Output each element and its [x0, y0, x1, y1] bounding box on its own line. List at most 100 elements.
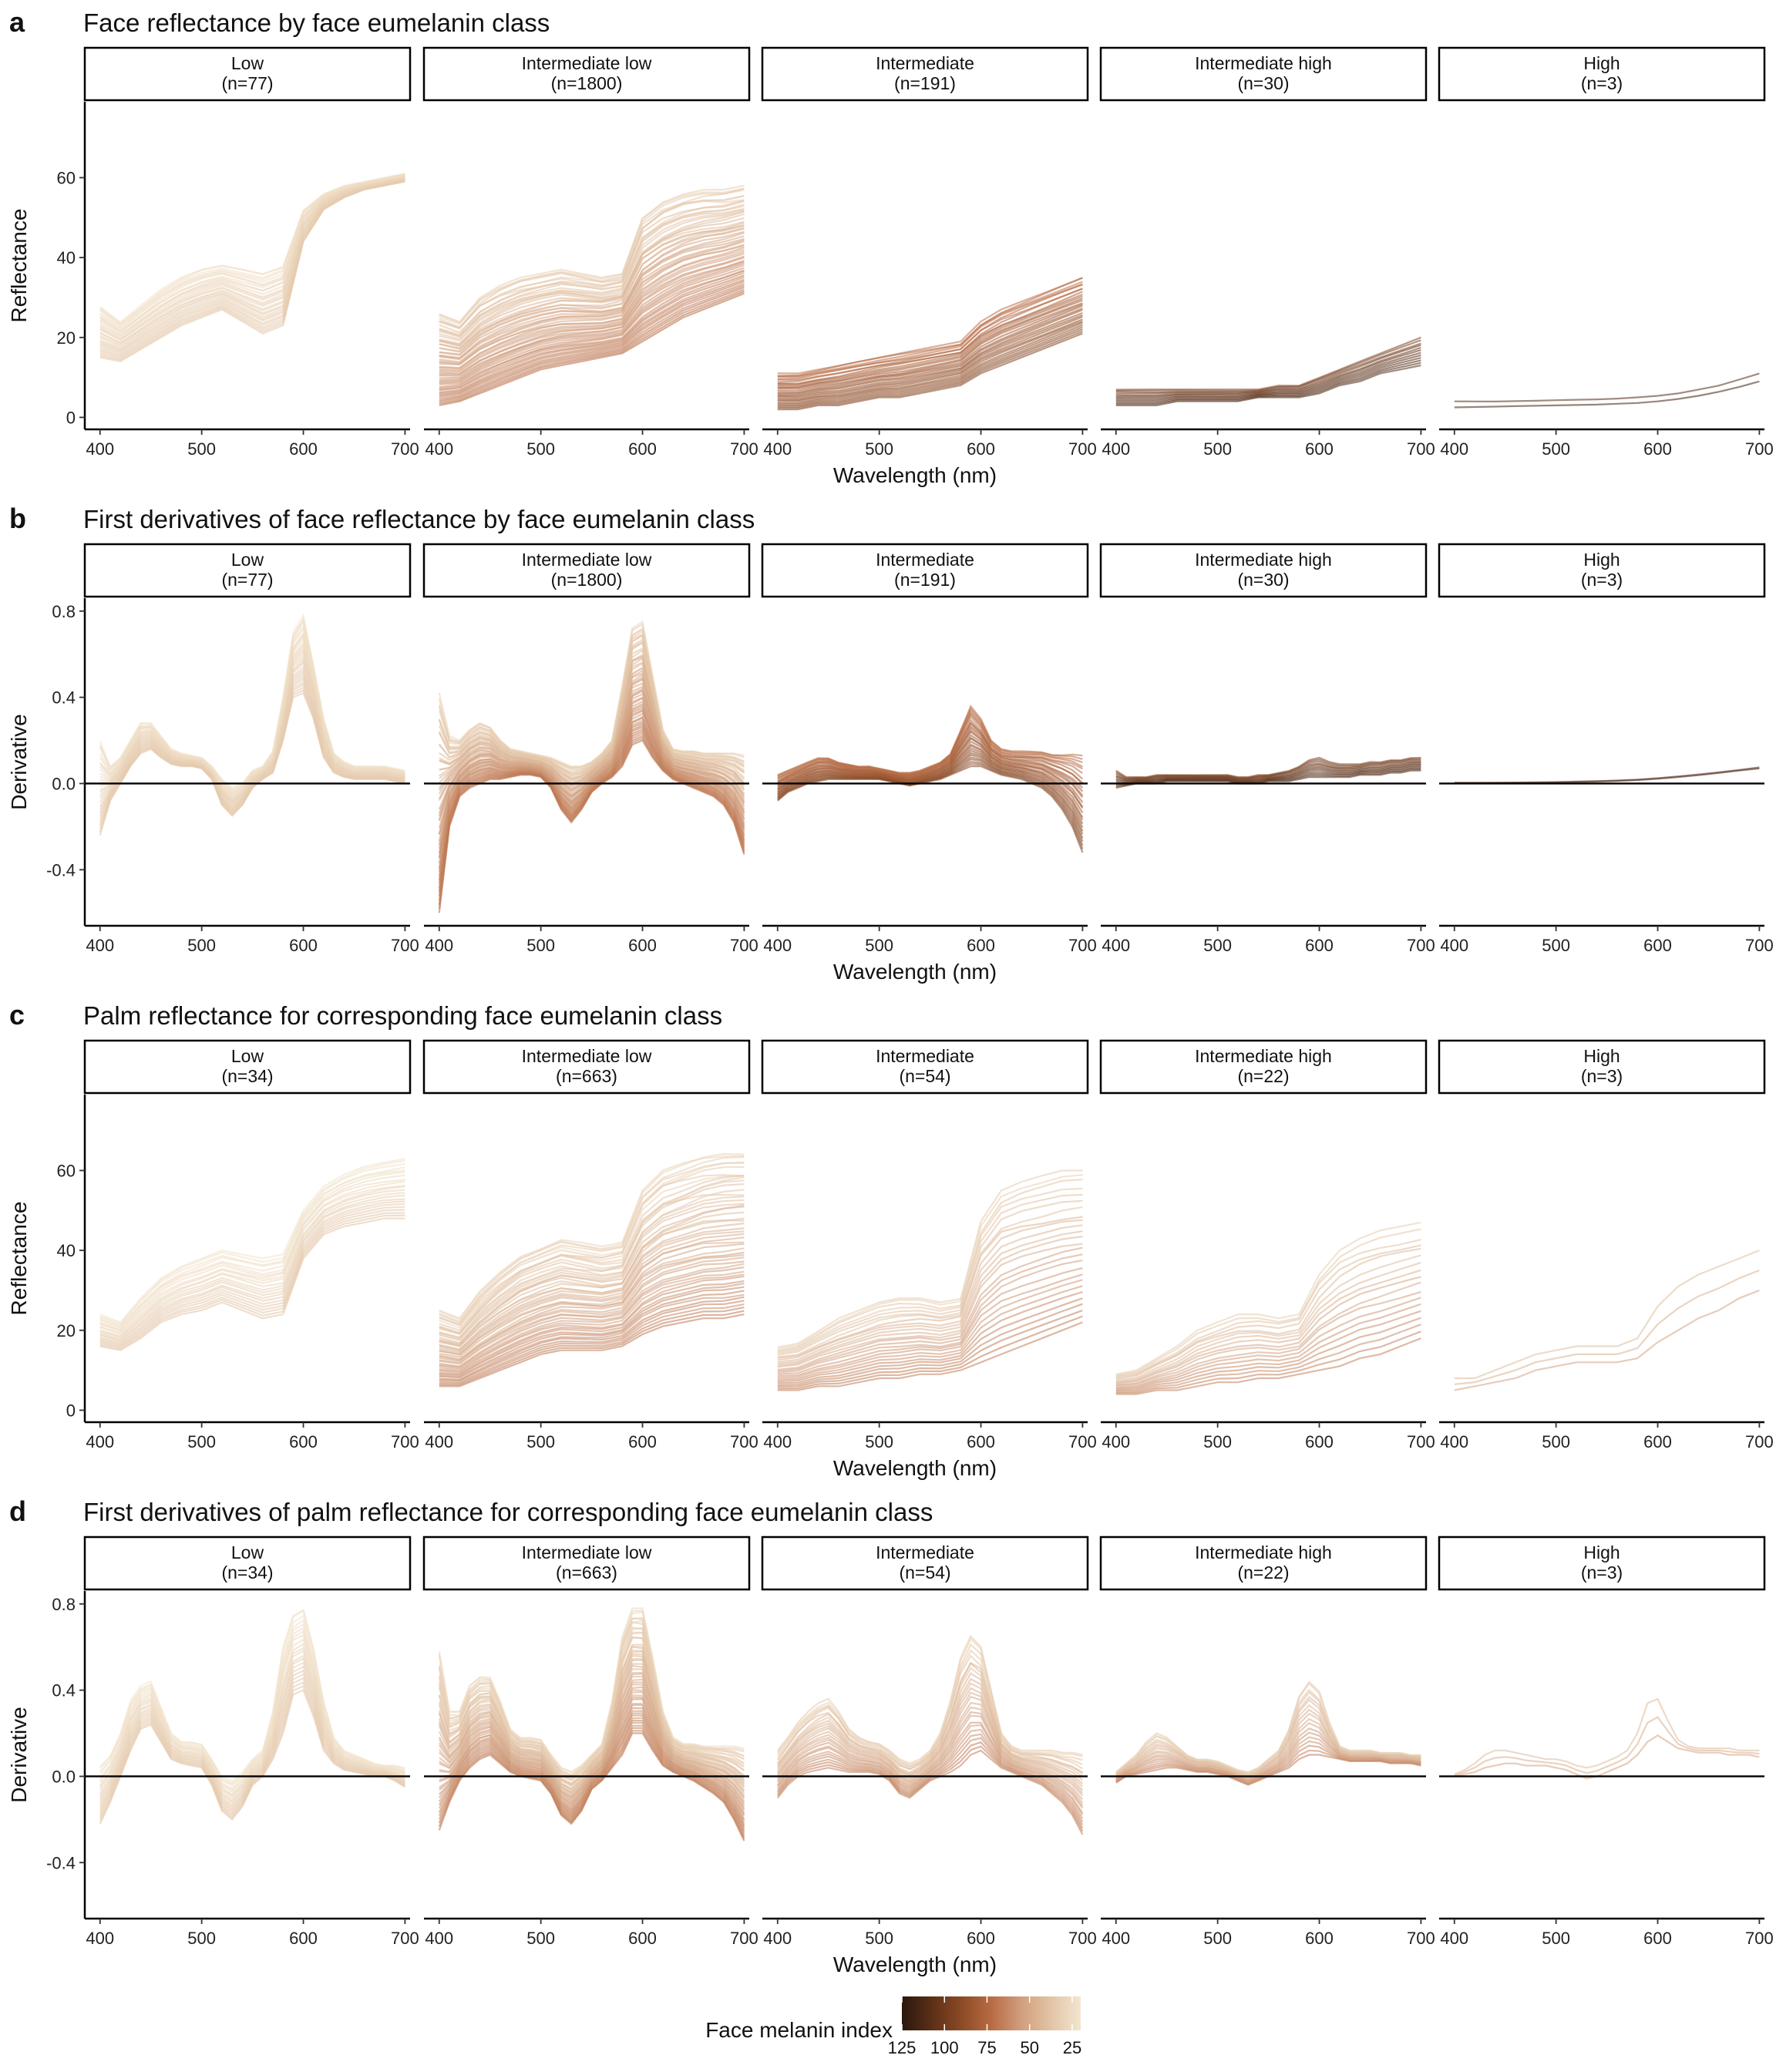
curve-group	[1454, 1250, 1760, 1391]
spectrum-line	[776, 1691, 1084, 1794]
facet-intermediate: Intermediate(n=191) 400 500 600 700	[761, 543, 1097, 955]
spectrum-line	[439, 274, 745, 392]
facet-count: (n=34)	[221, 1562, 273, 1583]
spectrum-line	[438, 627, 745, 771]
x-tick-label: 700	[391, 1929, 419, 1948]
spectrum-line	[439, 272, 745, 390]
curve-group	[1454, 372, 1760, 409]
facet-high: High(n=3) 400 500 600 700	[1438, 1536, 1774, 1948]
spectrum-line	[777, 303, 1083, 392]
facet-strip	[83, 1039, 412, 1095]
spectrum-line	[439, 184, 745, 324]
spectrum-line	[1115, 1324, 1421, 1393]
facet-low: Low(n=34) 400 500 600 700	[83, 1536, 419, 1948]
x-axis-title: Wavelength (nm)	[833, 1456, 997, 1480]
spectrum-line	[439, 267, 745, 384]
spectrum-line	[776, 1672, 1084, 1781]
spectrum-line	[439, 213, 745, 346]
spectrum-line	[1454, 372, 1760, 403]
facet-intermediate-low: Intermediate low(n=663) 400 500 600 700	[422, 1536, 758, 1948]
spectrum-line	[439, 261, 745, 379]
facet-label: Intermediate high	[1195, 550, 1332, 570]
facet-strip	[1438, 1536, 1766, 1591]
x-tick-label: 700	[730, 936, 758, 955]
legend-tick-label: 75	[977, 2038, 996, 2057]
facet-count: (n=663)	[556, 1066, 617, 1086]
curve-group	[1115, 756, 1421, 789]
spectrum-line	[777, 1290, 1083, 1383]
facet-label: High	[1583, 1542, 1620, 1562]
curve-group	[1115, 1221, 1421, 1395]
x-tick-label: 600	[628, 1432, 657, 1451]
spectrum-line	[99, 1162, 405, 1326]
facet-intermediate: Intermediate(n=191) 400 500 600 700	[761, 46, 1097, 459]
spectrum-line	[1115, 1297, 1421, 1388]
spectrum-line	[777, 314, 1083, 399]
x-tick-label: 500	[1203, 1929, 1232, 1948]
spectrum-line	[777, 328, 1083, 408]
facet-intermediate-high: Intermediate high(n=30) 400 500 600 700	[1099, 543, 1435, 955]
facet-label: High	[1583, 53, 1620, 73]
y-tick-label: -0.4	[46, 1853, 76, 1872]
spectrum-line	[1115, 1228, 1421, 1377]
spectrum-line	[439, 1283, 745, 1375]
spectrum-line	[777, 298, 1083, 388]
spectrum-line	[439, 1204, 745, 1344]
spectrum-line	[439, 284, 745, 400]
spectrum-line	[777, 1230, 1083, 1365]
x-tick-label: 500	[865, 1929, 893, 1948]
spectrum-line	[99, 691, 405, 836]
spectrum-line	[1454, 380, 1760, 409]
x-axis-title: Wavelength (nm)	[833, 960, 997, 984]
facet-count: (n=663)	[556, 1562, 617, 1583]
facet-count: (n=77)	[221, 570, 273, 590]
spectrum-line	[439, 240, 745, 365]
x-tick-label: 600	[289, 1432, 318, 1451]
spectrum-line	[99, 1217, 405, 1351]
spectrum-line	[777, 318, 1083, 402]
spectrum-line	[438, 641, 745, 780]
spectrum-line	[439, 1300, 745, 1382]
x-tick-label: 700	[730, 1432, 758, 1451]
spectrum-line	[777, 1169, 1083, 1348]
x-tick-label: 700	[1407, 439, 1435, 459]
facet-label: Low	[231, 1542, 264, 1562]
x-tick-label: 400	[763, 936, 792, 955]
spectrum-line	[99, 686, 405, 829]
spectrum-line	[99, 1214, 405, 1350]
facet-intermediate-low: Intermediate low(n=1800) 400 500 600 700	[422, 543, 758, 955]
spectrum-line	[776, 1637, 1083, 1767]
facet-label: Intermediate high	[1195, 1046, 1332, 1066]
panel-letter: c	[9, 999, 25, 1031]
spectrum-line	[99, 1209, 405, 1347]
spectrum-line	[99, 617, 405, 789]
spectrum-line	[1115, 344, 1421, 395]
spectrum-line	[1115, 336, 1421, 391]
panel-b: b First derivatives of face reflectance b…	[7, 503, 1774, 984]
facet-strip	[761, 1536, 1089, 1591]
spectrum-line	[1115, 1276, 1421, 1385]
spectrum-line	[99, 1159, 405, 1325]
x-tick-label: 600	[1643, 439, 1672, 459]
curve-group	[777, 1169, 1083, 1391]
facet-label: Intermediate	[876, 1046, 974, 1066]
spectrum-line	[439, 1266, 745, 1368]
spectrum-line	[439, 1193, 745, 1335]
spectrum-line	[777, 307, 1083, 395]
spectrum-line	[777, 1321, 1083, 1391]
facet-strip	[422, 46, 751, 102]
spectrum-line	[99, 1192, 405, 1340]
spectrum-line	[777, 1273, 1083, 1377]
x-tick-label: 700	[1745, 439, 1774, 459]
spectrum-line	[776, 1745, 1084, 1832]
x-tick-label: 600	[289, 936, 318, 955]
spectrum-line	[439, 291, 745, 405]
x-tick-label: 500	[1542, 1929, 1570, 1948]
spectrum-line	[439, 217, 745, 347]
spectrum-line	[99, 173, 405, 324]
facet-strip	[1438, 543, 1766, 598]
x-tick-label: 400	[1440, 1929, 1468, 1948]
facet-high: High(n=3) 400 500 600 700	[1438, 46, 1774, 459]
x-tick-label: 700	[1068, 1432, 1097, 1451]
spectrum-line	[776, 1724, 1084, 1816]
